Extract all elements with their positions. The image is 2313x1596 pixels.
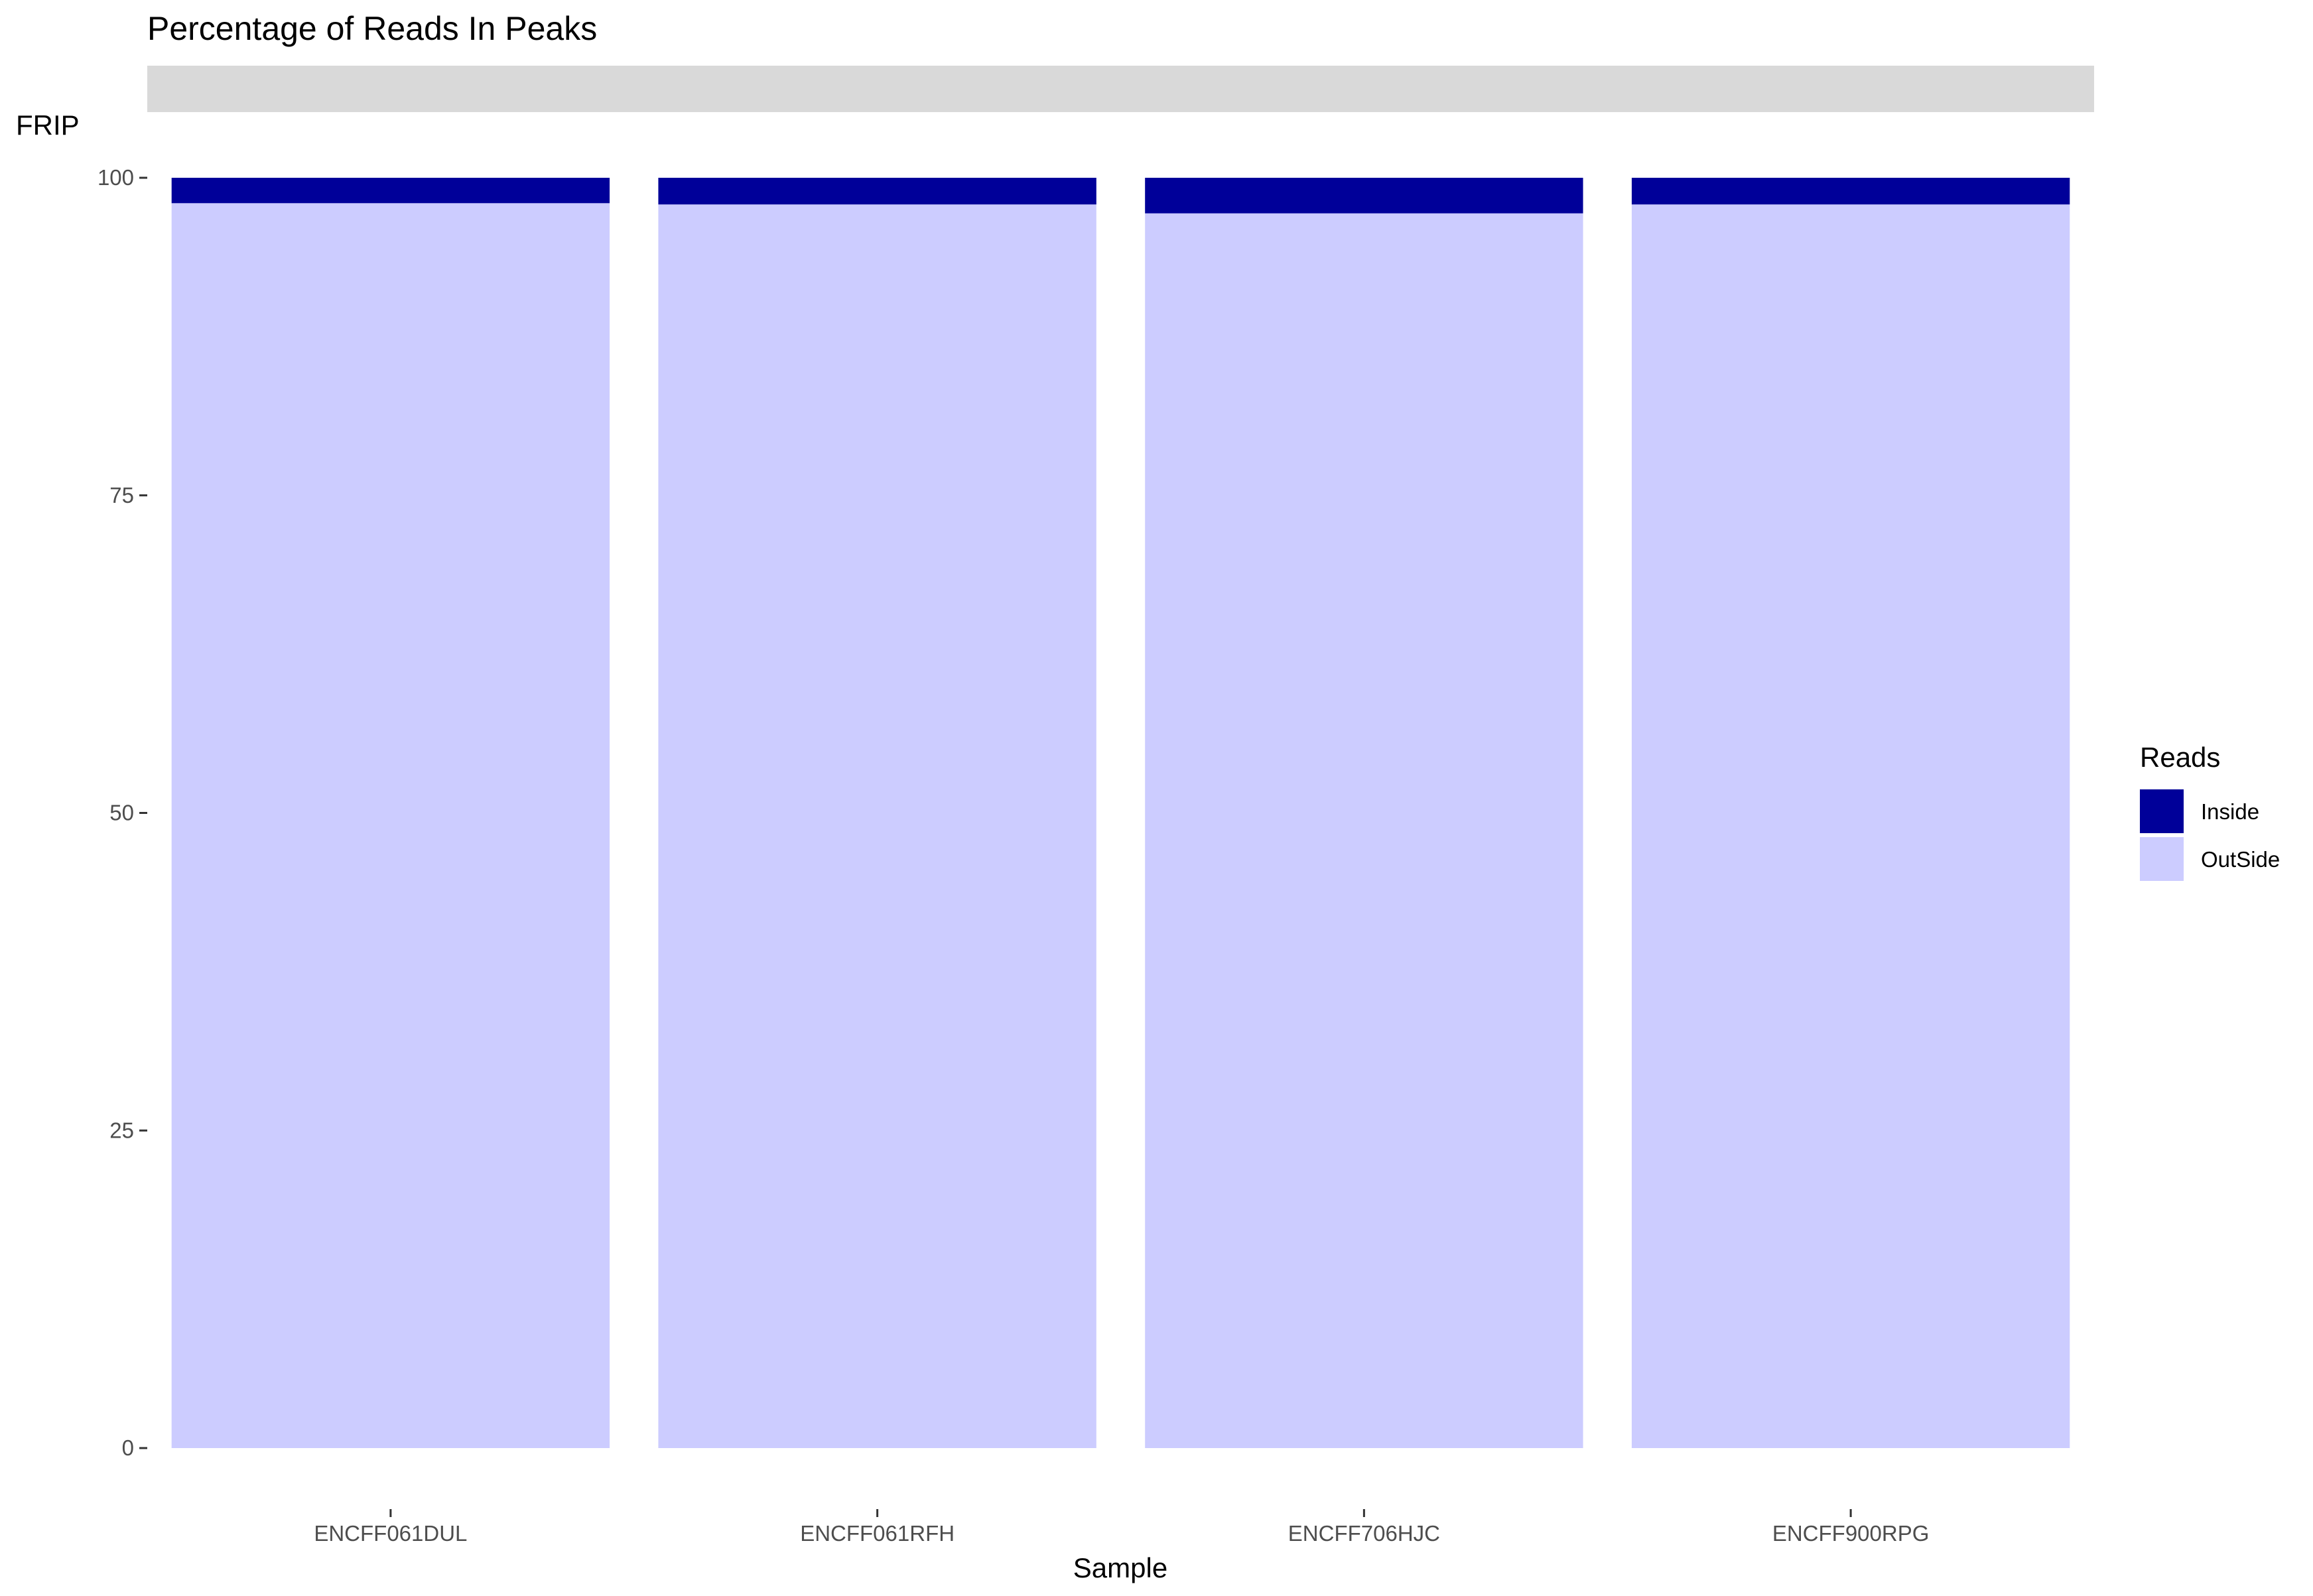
bar-outside-encff900rpg (1631, 204, 2070, 1449)
facet-strip (147, 66, 2094, 112)
x-axis-label: Sample (1073, 1552, 1167, 1583)
bar-inside-encff900rpg (1631, 178, 2070, 205)
y-axis: 0 25 50 75 100 (98, 165, 147, 1460)
legend-label-outside: OutSide (2201, 847, 2280, 872)
y-tick-label: 100 (98, 165, 134, 190)
y-axis-label: FRIP (16, 109, 80, 141)
legend: Reads Inside OutSide (2140, 742, 2280, 881)
x-tick-label: ENCFF706HJC (1288, 1521, 1440, 1546)
bar-outside-encff706hjc (1145, 213, 1583, 1448)
y-tick-label: 75 (109, 483, 134, 507)
bar-outside-encff061dul (171, 203, 610, 1448)
legend-label-inside: Inside (2201, 799, 2259, 824)
legend-title: Reads (2140, 742, 2220, 773)
x-axis: ENCFF061DUL ENCFF061RFH ENCFF706HJC ENCFF90… (314, 1509, 1929, 1546)
legend-key-outside (2140, 837, 2184, 881)
bar-inside-encff061rfh (658, 178, 1096, 205)
x-tick-label: ENCFF900RPG (1772, 1521, 1930, 1546)
bars-group (171, 178, 2070, 1449)
y-tick-label: 25 (109, 1118, 134, 1142)
chart-title: Percentage of Reads In Peaks (147, 10, 597, 47)
y-tick-label: 0 (122, 1435, 134, 1460)
y-tick-label: 50 (109, 801, 134, 825)
x-tick-label: ENCFF061DUL (314, 1521, 467, 1546)
bar-inside-encff061dul (171, 178, 610, 204)
x-tick-label: ENCFF061RFH (800, 1521, 955, 1546)
legend-key-inside (2140, 789, 2184, 833)
bar-inside-encff706hjc (1145, 178, 1583, 214)
bar-outside-encff061rfh (658, 204, 1096, 1449)
